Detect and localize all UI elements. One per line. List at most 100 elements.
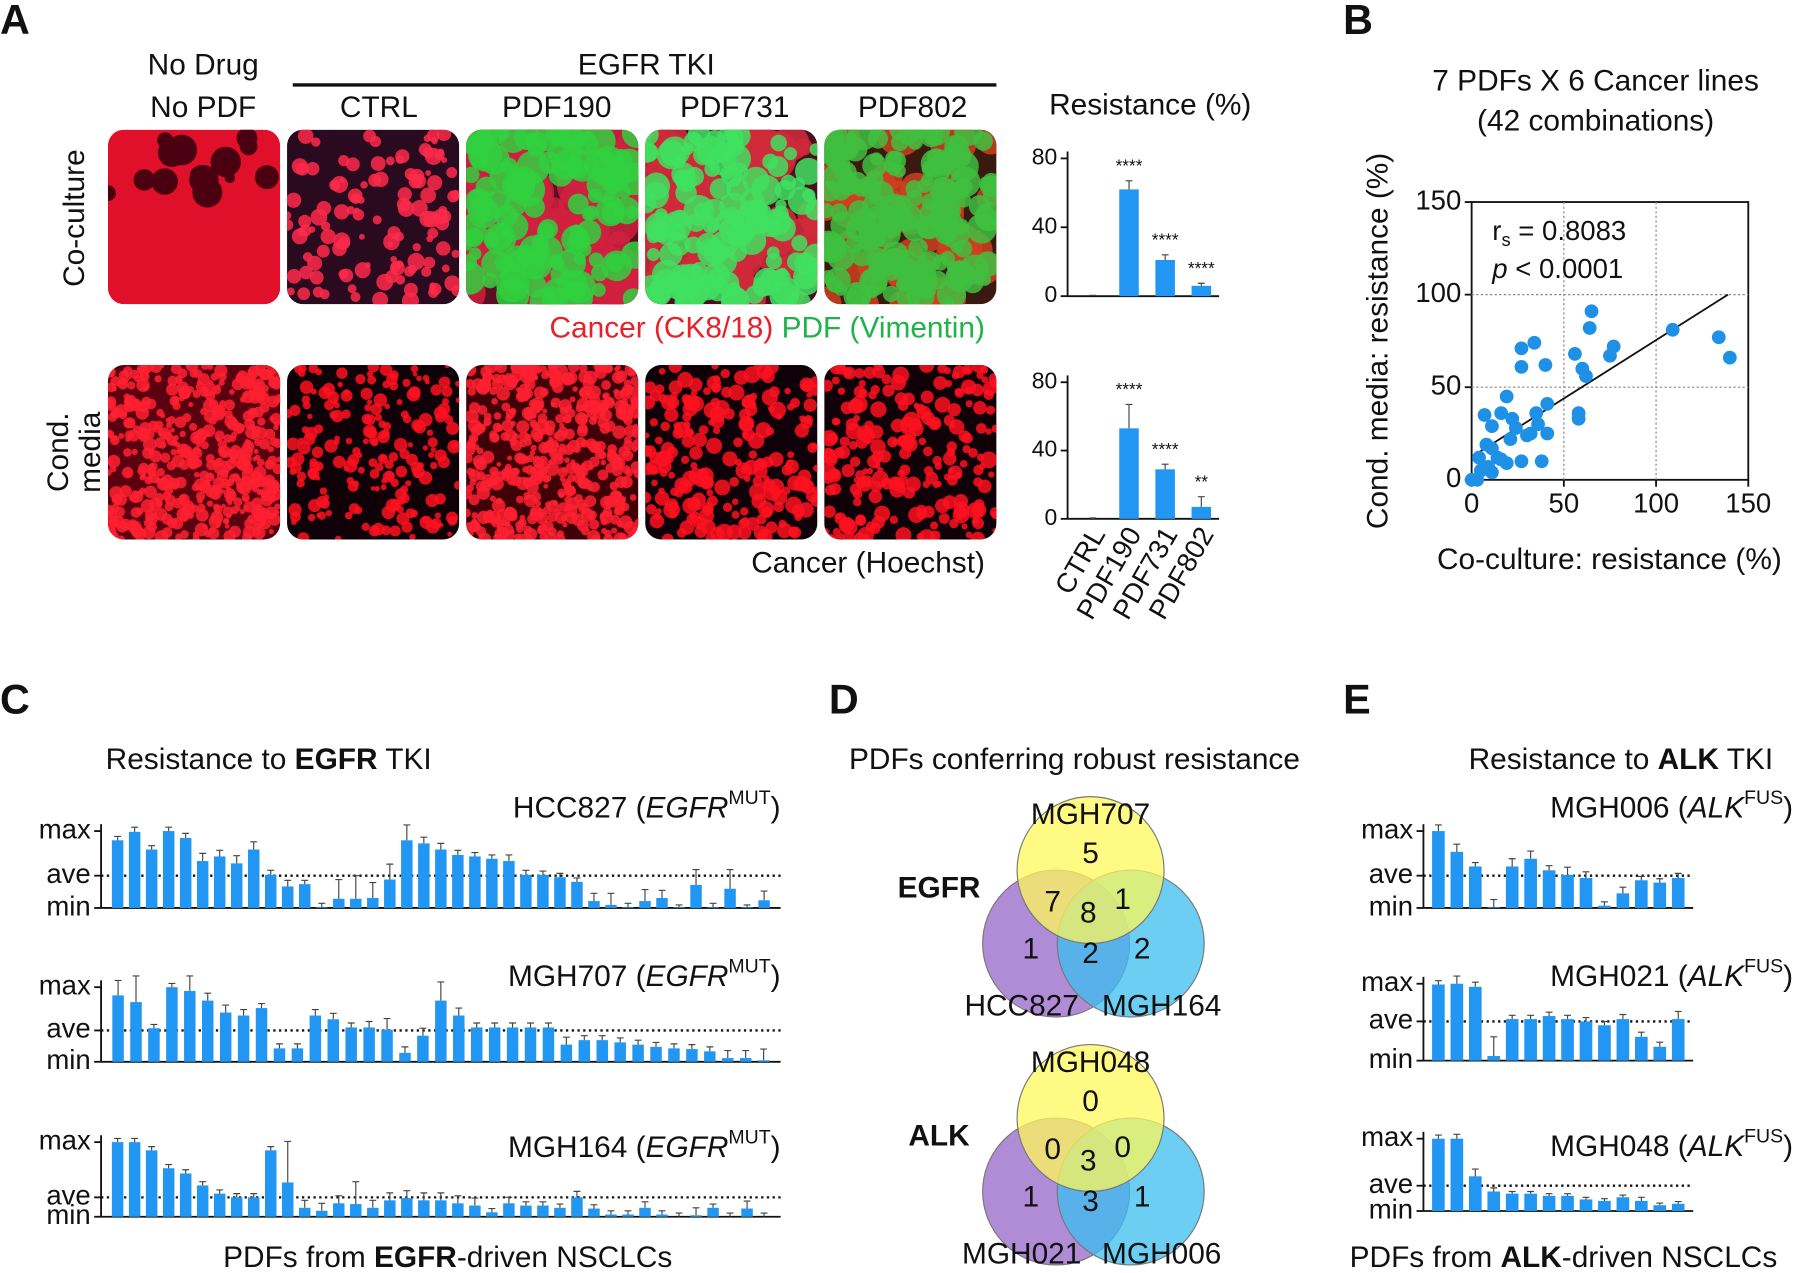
error-bar — [222, 1004, 230, 1013]
error-bar — [1197, 282, 1205, 286]
micrograph-content — [287, 365, 460, 540]
cell — [489, 432, 500, 443]
cell — [446, 421, 460, 435]
cell — [194, 522, 209, 537]
point — [1509, 421, 1523, 435]
error-bar — [743, 1200, 751, 1209]
bar — [741, 1208, 753, 1217]
cell — [760, 269, 781, 289]
cell — [862, 153, 887, 178]
cell — [421, 266, 432, 277]
error-bar — [1471, 862, 1479, 867]
text-part: Cond. — [42, 412, 75, 492]
bar — [554, 877, 566, 908]
cell — [658, 393, 668, 404]
cell — [345, 157, 360, 172]
cell — [131, 448, 138, 455]
error-bar — [1434, 980, 1442, 985]
cell — [877, 467, 884, 474]
cell — [943, 473, 951, 481]
error-bar — [598, 1035, 606, 1041]
cell — [692, 432, 707, 448]
error-bar — [641, 888, 649, 902]
bar — [614, 1042, 626, 1062]
cell — [516, 533, 528, 540]
cell — [954, 177, 973, 196]
cell — [239, 396, 246, 403]
cell — [719, 216, 748, 245]
bar — [486, 1212, 498, 1217]
cell — [940, 152, 958, 171]
point — [1665, 322, 1680, 337]
bar — [247, 849, 260, 908]
cell — [591, 283, 606, 297]
error-bar — [1490, 1187, 1498, 1192]
cell — [250, 506, 262, 518]
cell — [128, 519, 138, 528]
bar — [299, 884, 311, 908]
cell — [723, 129, 738, 143]
cell — [213, 504, 223, 514]
cell — [802, 188, 816, 202]
cell — [661, 533, 674, 540]
error-bar — [1674, 872, 1682, 878]
cell — [974, 202, 997, 232]
cell — [780, 174, 797, 191]
column-header: EGFR TKI — [578, 48, 715, 81]
cell — [522, 388, 534, 399]
cell — [554, 429, 567, 442]
cell — [858, 379, 866, 388]
error-bar — [233, 855, 241, 864]
cell — [147, 476, 154, 483]
cell — [810, 493, 818, 508]
cell — [752, 476, 763, 487]
error-bar — [403, 1190, 411, 1199]
cell — [409, 533, 416, 540]
cell — [721, 143, 751, 174]
micrograph-content — [824, 129, 997, 305]
cell — [854, 368, 865, 379]
bar — [1635, 1036, 1648, 1061]
cell — [296, 471, 307, 482]
cell — [364, 404, 372, 412]
cell — [654, 491, 670, 506]
cell — [788, 526, 799, 538]
cell — [577, 477, 589, 489]
cell — [537, 413, 548, 424]
cell — [199, 470, 210, 481]
error-bar — [1545, 1011, 1553, 1017]
error-bar — [724, 1050, 732, 1059]
cell — [260, 518, 272, 530]
cell — [654, 436, 663, 445]
cell — [178, 386, 191, 399]
cell — [291, 452, 305, 466]
cell — [400, 410, 409, 419]
bar — [1671, 1203, 1685, 1212]
cell — [613, 388, 620, 395]
error-bar — [1564, 1014, 1571, 1020]
cell — [646, 459, 662, 475]
micrograph — [824, 129, 997, 305]
cell — [612, 425, 626, 439]
cell — [289, 404, 301, 416]
cell — [711, 249, 738, 275]
cell — [579, 365, 588, 373]
bar — [399, 1052, 411, 1062]
cell — [316, 512, 322, 518]
cell — [843, 137, 868, 162]
cell — [410, 365, 419, 373]
error-bar — [199, 852, 207, 862]
error-bar — [419, 1027, 427, 1036]
cell — [859, 428, 876, 444]
cell — [784, 387, 791, 395]
gap — [254, 165, 279, 190]
bar — [686, 1049, 698, 1062]
cell — [658, 368, 666, 375]
cell — [794, 513, 803, 521]
cell — [923, 446, 933, 457]
cell — [179, 494, 187, 502]
cell — [631, 427, 639, 439]
point — [1603, 348, 1617, 363]
cell — [729, 476, 740, 487]
cell — [352, 208, 365, 221]
